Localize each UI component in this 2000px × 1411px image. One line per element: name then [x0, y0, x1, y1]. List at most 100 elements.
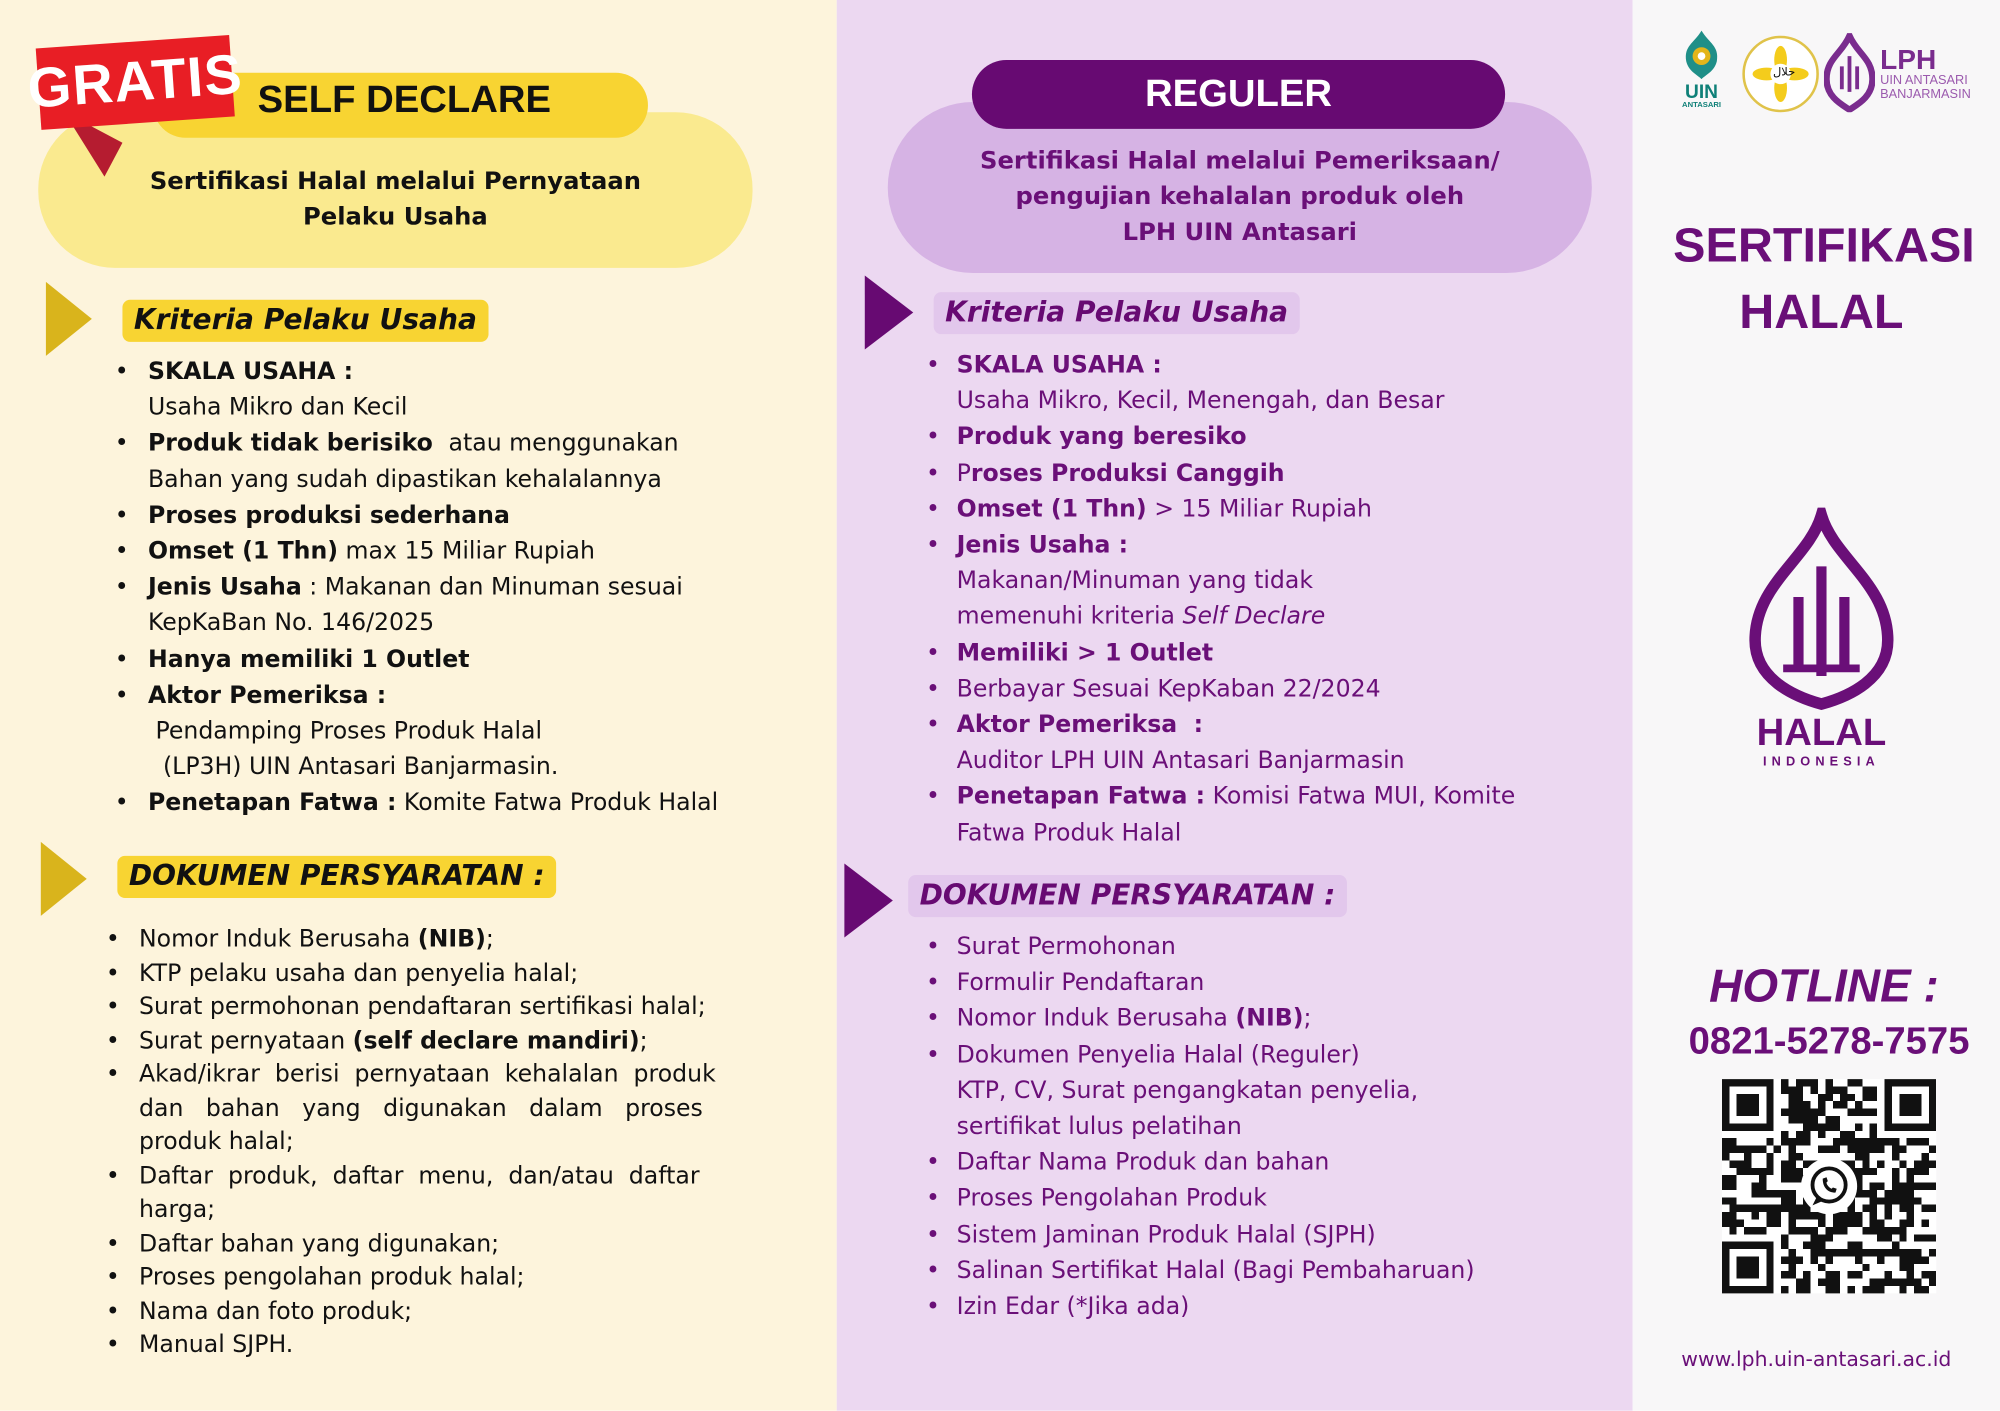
- qr-module: [1736, 1079, 1745, 1087]
- qr-module: [1751, 1123, 1759, 1131]
- qr-module: [1906, 1256, 1915, 1264]
- qr-module: [1921, 1167, 1929, 1176]
- qr-module: [1744, 1241, 1752, 1250]
- qr-module: [1788, 1116, 1796, 1124]
- text: Salinan Sertifikat Halal (Bagi Pembaharu…: [956, 1257, 1475, 1285]
- list-item: Nomor Induk Berusaha (NIB);: [106, 923, 716, 957]
- qr-module: [1928, 1145, 1937, 1153]
- text: Usaha Mikro dan Kecil: [147, 394, 408, 422]
- qr-module: [1781, 1130, 1789, 1139]
- bold-text: Aktor Pemeriksa :: [956, 711, 1204, 739]
- qr-module: [1729, 1241, 1737, 1250]
- qr-module: [1721, 1182, 1730, 1190]
- text: Akad/ikrar berisi pernyataan kehalalan p…: [139, 1061, 716, 1089]
- qr-module: [1825, 1249, 1833, 1257]
- qr-module: [1788, 1256, 1796, 1264]
- qr-module: [1869, 1123, 1878, 1131]
- qr-module: [1862, 1263, 1870, 1272]
- qr-module: [1788, 1167, 1796, 1176]
- qr-module: [1914, 1160, 1922, 1168]
- qr-module: [1884, 1086, 1892, 1094]
- qr-module: [1928, 1093, 1937, 1102]
- qr-module: [1803, 1108, 1811, 1117]
- list-item: Formulir Pendaftaran: [926, 966, 1475, 1002]
- qr-module: [1751, 1256, 1759, 1264]
- qr-module: [1884, 1116, 1892, 1124]
- qr-module: [1862, 1145, 1870, 1153]
- qr-module: [1906, 1167, 1915, 1176]
- qr-module: [1729, 1160, 1737, 1168]
- main-title-line1: SERTIFIKASI: [1673, 219, 1975, 273]
- qr-module: [1891, 1197, 1900, 1205]
- main-title-line2: HALAL: [1739, 285, 1904, 340]
- qr-module: [1744, 1226, 1752, 1235]
- qr-module: [1721, 1123, 1730, 1131]
- qr-module: [1928, 1079, 1937, 1087]
- qr-module: [1736, 1160, 1745, 1168]
- qr-module: [1736, 1101, 1745, 1109]
- text: atau menggunakan: [441, 430, 679, 458]
- qr-module: [1899, 1101, 1907, 1109]
- qr-module: [1721, 1108, 1730, 1117]
- qr-module: [1766, 1108, 1774, 1117]
- qr-module: [1906, 1175, 1915, 1183]
- qr-module: [1803, 1285, 1811, 1294]
- qr-module: [1914, 1079, 1922, 1087]
- qr-module: [1729, 1226, 1737, 1235]
- qr-module: [1884, 1271, 1892, 1279]
- qr-module: [1847, 1271, 1855, 1279]
- qr-module: [1832, 1271, 1841, 1279]
- qr-module: [1766, 1256, 1774, 1264]
- qr-module: [1825, 1226, 1833, 1235]
- qr-module: [1810, 1086, 1818, 1094]
- text: Komisi Fatwa MUI, Komite: [1205, 783, 1516, 811]
- qr-module: [1906, 1212, 1915, 1220]
- bold-text: Produk tidak berisiko: [147, 430, 442, 458]
- website-link[interactable]: www.lph.uin-antasari.ac.id: [1681, 1346, 1952, 1372]
- qr-module: [1869, 1204, 1878, 1213]
- qr-module: [1766, 1138, 1774, 1146]
- qr-module: [1832, 1123, 1841, 1131]
- text: > 15 Miliar Rupiah: [1146, 495, 1372, 523]
- qr-module: [1817, 1212, 1826, 1220]
- uin-emblem-icon: [1685, 30, 1718, 80]
- qr-module: [1862, 1108, 1870, 1117]
- pusat-kajian-halal-logo: حلال: [1742, 35, 1819, 113]
- qr-module: [1906, 1108, 1915, 1117]
- qr-module: [1869, 1212, 1878, 1220]
- list-item: KTP pelaku usaha dan penyelia halal;: [106, 957, 716, 991]
- list-item: Jenis Usaha : Makanan dan Minuman sesuai…: [115, 570, 718, 642]
- qr-module: [1921, 1271, 1929, 1279]
- qr-module: [1921, 1219, 1929, 1227]
- qr-module: [1928, 1123, 1937, 1131]
- qr-module: [1736, 1123, 1745, 1131]
- qr-module: [1788, 1108, 1796, 1117]
- text: dan bahan yang digunakan dalam proses: [139, 1095, 703, 1122]
- hotline-phone[interactable]: 0821-5278-7575: [1688, 1020, 1970, 1063]
- list-item: Penetapan Fatwa : Komisi Fatwa MUI, Komi…: [926, 780, 1516, 852]
- qr-module: [1721, 1145, 1730, 1153]
- kriteria-list: SKALA USAHA : Usaha Mikro dan Kecil Produk…: [115, 355, 718, 823]
- qr-module: [1721, 1093, 1730, 1102]
- text: Surat pernyataan: [139, 1027, 353, 1055]
- bold-text: Omset (1 Thn): [956, 495, 1147, 523]
- qr-module: [1862, 1093, 1870, 1102]
- qr-module: [1906, 1271, 1915, 1279]
- qr-module: [1854, 1219, 1863, 1227]
- qr-module: [1803, 1212, 1811, 1220]
- bold-text: Produk yang beresiko: [956, 423, 1247, 451]
- qr-module: [1810, 1079, 1818, 1087]
- qr-module: [1803, 1271, 1811, 1279]
- text: Proses Pengolahan Produk: [956, 1185, 1267, 1213]
- qr-module: [1744, 1285, 1752, 1294]
- qr-module: [1928, 1116, 1937, 1124]
- qr-module: [1766, 1285, 1774, 1294]
- whatsapp-qr-code[interactable]: [1721, 1079, 1937, 1294]
- qr-module: [1751, 1271, 1759, 1279]
- qr-module: [1854, 1145, 1863, 1153]
- qr-module: [1788, 1189, 1796, 1198]
- qr-module: [1758, 1226, 1767, 1235]
- qr-module: [1928, 1101, 1937, 1109]
- qr-module: [1928, 1182, 1937, 1190]
- qr-module: [1847, 1093, 1855, 1102]
